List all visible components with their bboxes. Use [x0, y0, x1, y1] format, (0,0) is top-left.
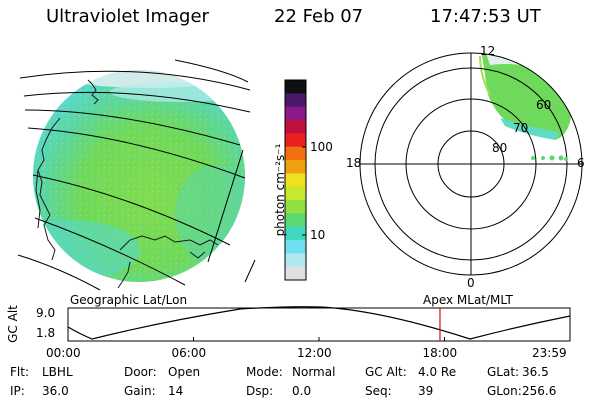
param-value: Normal	[292, 365, 336, 379]
lat-label-80: 80	[492, 141, 508, 155]
colorbar-band	[285, 266, 306, 281]
instrument-title: Ultraviolet Imager	[46, 6, 209, 27]
colorbar-band	[285, 240, 306, 254]
param-value: 4.0 Re	[418, 365, 457, 379]
colorbar	[284, 79, 307, 281]
altitude-xtick-label: 00:00	[46, 346, 81, 360]
colorbar-band	[285, 186, 306, 201]
altitude-xtick-label: 18:00	[422, 346, 458, 360]
param-value: LBHL	[42, 365, 73, 379]
param-key: Mode:	[246, 365, 283, 379]
param-key: GC Alt:	[365, 365, 407, 379]
mlt-label-18: 18	[346, 156, 362, 170]
altitude-plot	[67, 306, 571, 342]
lat-label-60: 60	[536, 98, 552, 112]
param-value: 36.5	[522, 365, 549, 379]
apex-projection-label: Apex MLat/MLT	[423, 293, 513, 307]
param-value: 256.6	[522, 384, 557, 398]
lat-label-70: 70	[513, 121, 529, 135]
colorbar-band	[285, 173, 306, 188]
colorbar-band	[285, 80, 306, 94]
coastlines	[35, 79, 219, 289]
param-key: Seq:	[365, 384, 392, 398]
colorbar-band	[285, 93, 306, 108]
colorbar-band	[285, 160, 306, 174]
param-value: 0.0	[292, 384, 312, 398]
param-key: GLon:	[487, 384, 522, 398]
altitude-ylabel: GC Alt	[6, 305, 20, 343]
altitude-curve	[67, 306, 571, 340]
colorbar-band	[285, 226, 306, 241]
altitude-xtick-label: 06:00	[171, 346, 207, 360]
time-label: 17:47:53 UT	[430, 6, 541, 27]
param-key: Door:	[124, 365, 157, 379]
colorbar-band	[285, 253, 306, 268]
param-value: Open	[168, 365, 201, 379]
mlt-label-0: 0	[467, 276, 475, 290]
earth-disk-image	[33, 70, 245, 282]
param-value: 39	[418, 384, 434, 398]
altitude-xtick-label: 12:00	[297, 346, 332, 360]
colorbar-band	[285, 146, 306, 161]
altitude-ytick-max: 9.0	[36, 306, 56, 320]
colorbar-band	[285, 133, 306, 148]
colorbar-band	[285, 106, 306, 121]
geographic-projection-label: Geographic Lat/Lon	[70, 293, 188, 307]
param-value: 14	[168, 384, 184, 398]
colorbar-band	[285, 120, 306, 134]
param-key: Dsp:	[246, 384, 274, 398]
param-key: GLat:	[487, 365, 520, 379]
colorbar-tick-100: 100	[310, 140, 333, 154]
param-key: Flt:	[10, 365, 29, 379]
date-label: 22 Feb 07	[274, 6, 364, 27]
colorbar-unit-label: photon cm⁻²s⁻¹	[273, 143, 287, 237]
param-key: Gain:	[124, 384, 156, 398]
altitude-ytick-min: 1.8	[36, 326, 56, 340]
colorbar-band	[285, 213, 306, 228]
param-value: 36.0	[42, 384, 69, 398]
colorbar-band	[285, 200, 306, 214]
latlon-grid	[17, 59, 256, 291]
param-key: IP:	[10, 384, 25, 398]
colorbar-tick-10: 10	[310, 228, 326, 242]
mlt-label-6: 6	[577, 156, 585, 170]
mlt-label-12: 12	[480, 44, 496, 58]
polar-plot	[359, 52, 583, 276]
aurora-dots	[531, 155, 568, 161]
altitude-xtick-label: 23:59	[532, 346, 567, 360]
